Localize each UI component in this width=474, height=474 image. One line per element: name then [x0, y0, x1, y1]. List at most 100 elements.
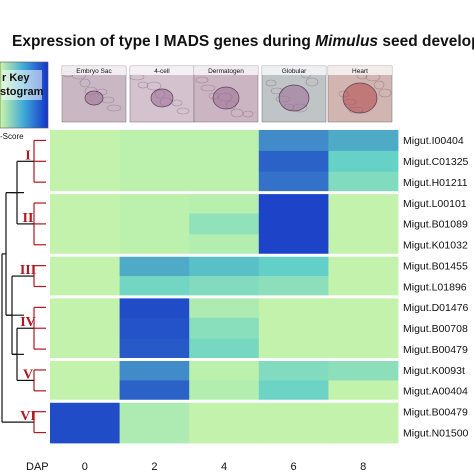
color-key-subtitle: stogram: [0, 86, 44, 98]
gene-label: Migut.D01476: [403, 302, 469, 314]
row-dendrogram: [1, 139, 46, 434]
heatmap-cell: [328, 130, 399, 152]
gene-label: Migut.N01500: [403, 427, 469, 439]
cell-texture: [373, 80, 385, 90]
embryo-shape: [342, 82, 378, 114]
heatmap-cell: [328, 422, 399, 444]
heatmap-cell: [258, 296, 329, 319]
clade-separators: [42, 191, 398, 403]
heatmap-cell: [50, 401, 120, 423]
heatmap-cell: [189, 338, 260, 360]
stage-label: Embryo Sac: [76, 68, 112, 75]
heatmap-cell: [328, 380, 399, 402]
cell-texture: [195, 76, 209, 84]
heatmap-cell: [189, 276, 260, 298]
gene-label: Migut.L00101: [403, 198, 467, 210]
heatmap-cell: [258, 255, 329, 277]
embryo-shape: [84, 90, 104, 106]
heatmap-cell: [50, 234, 120, 256]
cell-texture: [137, 81, 149, 89]
stage-label-strip: [62, 66, 126, 75]
gene-label: Migut.B01089: [403, 219, 468, 231]
x-tick-label: 6: [291, 461, 297, 473]
heatmap-cell: [50, 422, 120, 444]
x-axis-ticks: 0 2 4 6 8: [82, 461, 367, 473]
chart-title: Expression of type I MADS genes during M…: [12, 33, 474, 50]
heatmap-cell: [328, 338, 399, 360]
heatmap-cell: [50, 213, 120, 235]
heatmap-cell: [328, 276, 399, 298]
stage-label-strip: [262, 66, 326, 75]
heatmap-cell: [119, 359, 190, 381]
heatmap-cell: [119, 422, 190, 444]
gene-label: Migut.B00479: [403, 407, 468, 419]
heatmap-cell: [50, 276, 120, 298]
cell-texture: [176, 107, 190, 115]
heatmap-cell: [328, 401, 399, 423]
clade-label: I: [25, 148, 30, 163]
heatmap-cell: [50, 150, 120, 173]
gene-label: Migut.K0093t: [403, 365, 465, 377]
heatmap-cell: [189, 401, 260, 423]
heatmap-cell: [258, 317, 329, 340]
clade-label: V: [23, 367, 33, 382]
cell-texture: [146, 81, 162, 91]
heatmap-cell: [258, 359, 329, 381]
heatmap-cell: [328, 213, 399, 235]
x-tick-label: 4: [221, 461, 227, 473]
heatmap-cell: [328, 171, 399, 193]
heatmap-cell: [189, 130, 260, 152]
heatmap-cell: [189, 255, 260, 277]
heatmap-cell: [119, 255, 190, 277]
heatmap-cell: [50, 359, 120, 381]
heatmap-cell: [189, 171, 260, 193]
cell-texture: [171, 99, 183, 107]
cell-texture: [79, 78, 91, 88]
x-tick-label: 0: [82, 461, 88, 473]
heatmap-cells: [50, 130, 399, 444]
heatmap-cell: [189, 422, 260, 444]
heatmap-cell: [258, 401, 329, 423]
heatmap-cell: [119, 276, 190, 298]
heatmap-cell: [119, 192, 190, 214]
heatmap-cell: [119, 401, 190, 423]
stage-label: Heart: [352, 68, 368, 75]
heatmap-cell: [328, 192, 399, 214]
gene-label: Migut.B00708: [403, 323, 468, 335]
heatmap-cell: [50, 130, 120, 152]
heatmap-cell: [119, 380, 190, 402]
heatmap-cell: [328, 359, 399, 381]
heatmap-cell: [258, 130, 329, 152]
heatmap-cell: [189, 380, 260, 402]
gene-label: Migut.I00404: [403, 135, 464, 147]
color-key: r Key stogram -Score: [0, 61, 49, 141]
heatmap-cell: [189, 317, 260, 340]
clade-label: II: [23, 211, 34, 226]
heatmap-cell: [119, 213, 190, 235]
heatmap-cell: [258, 338, 329, 360]
cell-texture: [242, 110, 254, 118]
color-key-label-backdrop: [2, 70, 42, 100]
embryo-shape: [212, 86, 240, 110]
cell-texture: [378, 88, 392, 98]
cell-texture: [106, 104, 122, 112]
gene-label: Migut.A00404: [403, 386, 468, 398]
cell-texture: [200, 84, 216, 92]
clade-label: III: [20, 263, 36, 278]
heatmap-cell: [50, 171, 120, 193]
heatmap-cell: [189, 359, 260, 381]
embryo-shape: [150, 88, 174, 108]
clade-label: IV: [20, 315, 36, 330]
heatmap-cell: [50, 255, 120, 277]
heatmap-cell: [119, 130, 190, 152]
heatmap-cell: [119, 338, 190, 360]
embryo-shape: [278, 84, 310, 112]
stage-label-strip: [130, 66, 194, 75]
heatmap-cell: [189, 192, 260, 214]
stage-label: 4-cell: [154, 68, 170, 75]
heatmap-cell: [258, 422, 329, 444]
cell-texture: [265, 79, 277, 87]
heatmap-cell: [258, 234, 329, 256]
